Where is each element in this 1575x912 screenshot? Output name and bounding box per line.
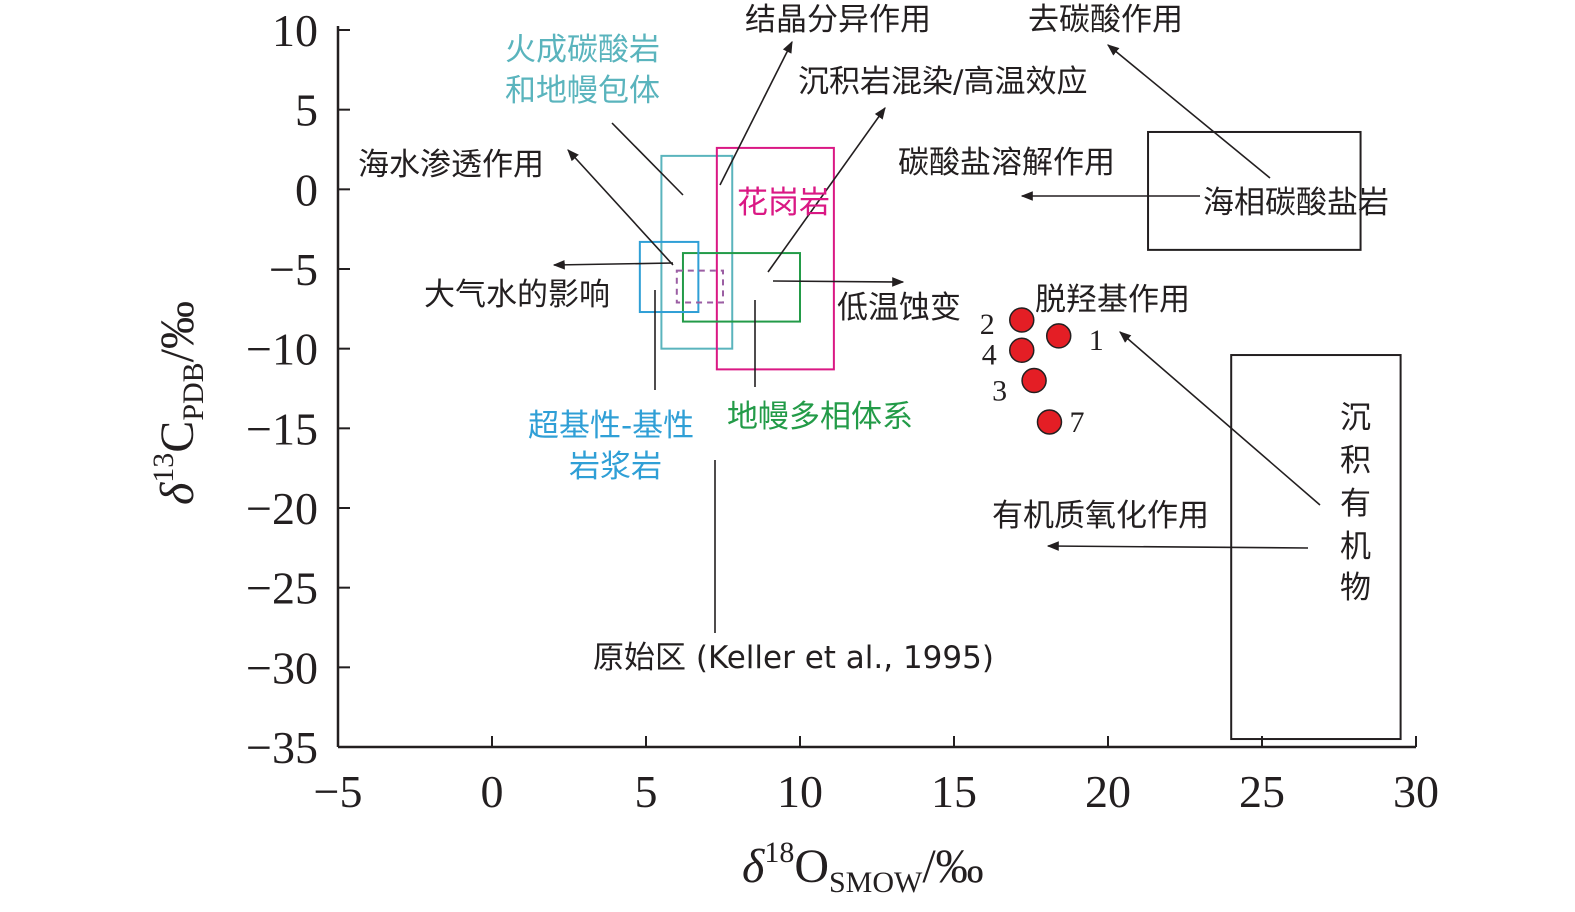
arrow-decarbonation [1107,44,1271,179]
data-point-3 [1021,367,1047,394]
annotation-decarbonation: 去碳酸作用 [1028,2,1183,38]
x-tick-label: 25 [1239,766,1285,817]
x-axis-title: δ18OSMOW/‰ [742,836,984,899]
x-tick-label: 30 [1393,766,1439,817]
field-label-organic-4: 机 [1340,529,1371,565]
data-point-1 [1045,323,1072,349]
arrow-decarboxylation [1119,331,1321,506]
data-point-2 [1009,307,1035,333]
x-axis-title-unit: /‰ [922,840,983,893]
y-axis-title-unit: /‰ [151,301,204,362]
annotation-low-temp: 低温蚀变 [837,290,961,326]
arrow-organic-oxidation [1046,541,1309,551]
field-label-mantle: 地幔多相体系 [727,399,913,435]
x-tick-label: −5 [314,766,363,817]
x-tick-label: 10 [777,766,823,817]
annotation-carbonate-dissolution: 碳酸盐溶解作用 [898,145,1115,181]
y-tick-label: 10 [272,5,318,56]
arrow-crystallization [719,40,793,186]
field-labels: 火成碳酸岩 和地幔包体 花岗岩 地幔多相体系 超基性-基性 岩浆岩 海相碳酸盐岩… [505,32,1389,606]
annotation-meteoric: 大气水的影响 [424,277,610,313]
x-axis-title-delta: δ [742,840,765,893]
data-points: 1 2 3 4 7 [980,307,1104,439]
y-tick-label: 0 [295,164,318,215]
arrow-contamination [767,107,886,273]
y-tick-label: −35 [246,722,318,773]
arrow-low-temp [772,277,905,287]
field-box-4 [675,269,724,304]
annotations: 结晶分异作用 去碳酸作用 沉积岩混染/高温效应 海水渗透作用 碳酸盐溶解作用 大… [358,2,1209,676]
x-tick-label: 20 [1085,766,1131,817]
field-label-organic-1: 沉 [1340,400,1371,436]
y-tick-label: −25 [246,563,318,614]
field-label-marine: 海相碳酸盐岩 [1203,185,1389,221]
field-box-1 [715,146,835,371]
y-tick-label: −30 [246,642,318,693]
field-label-organic-2: 积 [1340,443,1371,479]
x-axis-title-base: O [794,840,829,893]
annotation-decarboxylation: 脱羟基作用 [1035,282,1190,318]
field-label-mafic-2: 岩浆岩 [569,449,662,485]
annotation-contamination: 沉积岩混染/高温效应 [798,64,1087,100]
field-label-organic-3: 有 [1340,486,1371,522]
y-axis-title-sub: PDB [177,362,210,420]
field-box-3 [638,240,700,314]
field-box-2 [681,252,802,323]
field-boxes [638,130,1402,741]
data-point-label-1: 1 [1089,324,1104,357]
annotation-crystallization: 结晶分异作用 [745,2,931,38]
field-label-carbonatite-2: 和地幔包体 [505,73,660,109]
y-tick-label: 5 [295,85,318,136]
data-point-label-2: 2 [980,308,995,341]
data-point-label-3: 3 [992,375,1007,408]
annotation-organic-oxidation: 有机质氧化作用 [992,498,1209,534]
annotation-primitive: 原始区 (Keller et al., 1995) [593,640,994,676]
field-label-granite: 花岗岩 [737,185,830,221]
y-axis-title-sup: 13 [147,453,180,483]
data-point-label-4: 4 [982,338,997,371]
data-point-4 [1009,337,1035,364]
x-tick-label: 5 [635,766,658,817]
y-tick-label: −15 [246,403,318,454]
annotation-arrows [552,40,1321,633]
y-tick-label: −10 [246,324,318,375]
arrow-seawater [567,149,674,266]
field-label-mafic-1: 超基性-基性 [528,408,694,444]
x-axis-title-sub: SMOW [829,866,923,899]
data-point-7 [1036,409,1063,435]
y-tick-label: −20 [246,483,318,534]
y-axis-title: δ13CPDB/‰ [147,301,210,505]
field-label-organic-5: 物 [1340,570,1371,606]
x-tick-label: 0 [481,766,504,817]
y-axis-title-base: C [151,421,204,453]
x-axis-title-sup: 18 [764,836,794,869]
field-box-5 [1147,130,1362,251]
y-axis-title-delta: δ [151,482,204,505]
y-tick-label: −5 [269,244,318,295]
arrow-carbonatite-leader [611,122,684,196]
axes: −5 0 5 10 15 20 25 30 10 5 0 −5 −10 −15 −20 −25 −30 −35 [246,5,1439,817]
x-tick-label: 15 [931,766,977,817]
arrow-meteoric [552,260,674,270]
field-label-carbonatite-1: 火成碳酸岩 [505,32,660,68]
annotation-seawater: 海水渗透作用 [358,147,544,183]
data-point-label-7: 7 [1069,406,1084,439]
